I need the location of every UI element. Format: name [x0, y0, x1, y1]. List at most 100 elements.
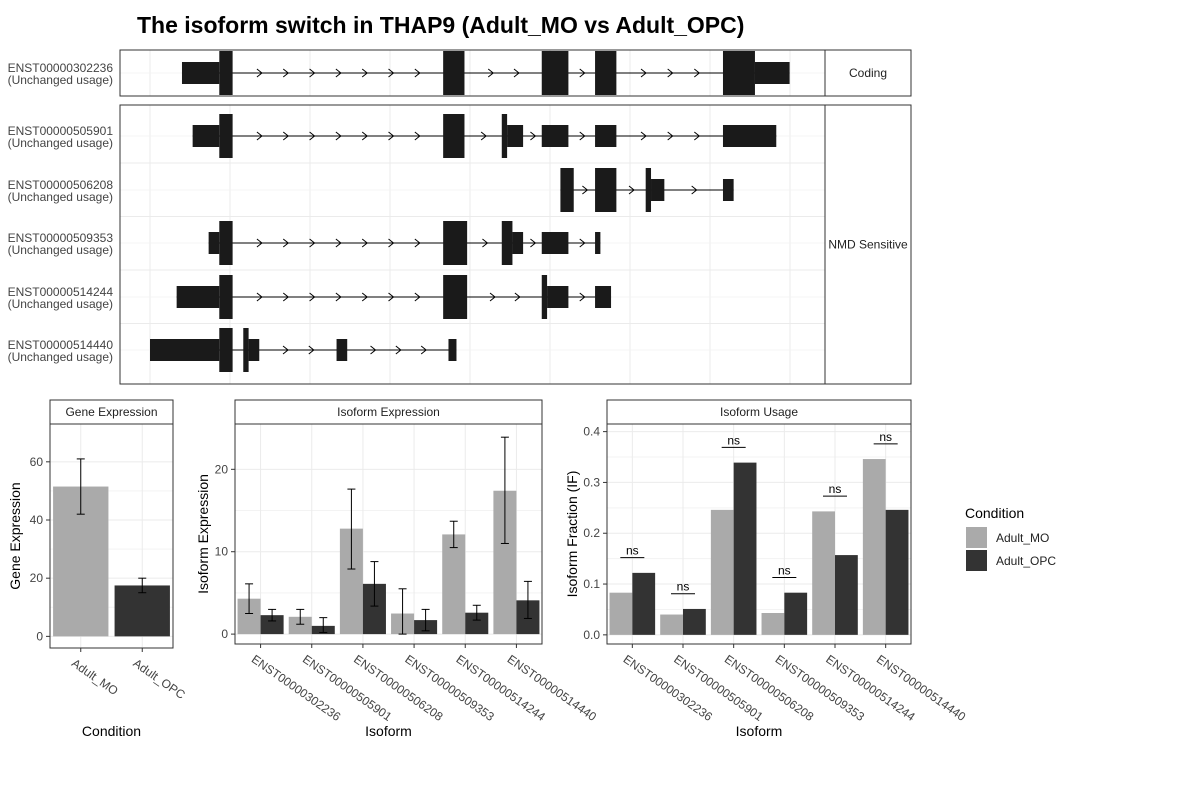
y-tick-label: 0.4 — [583, 425, 600, 439]
significance-label: ns — [778, 563, 791, 577]
coding-exon — [443, 114, 465, 158]
y-tick-label: 20 — [215, 462, 229, 476]
coding-exon — [595, 168, 617, 212]
y-tick-label: 0.3 — [583, 475, 600, 489]
direction-arrow — [388, 238, 395, 248]
direction-arrow — [256, 68, 263, 78]
utr-exon — [541, 125, 569, 147]
coding-exon — [243, 328, 249, 372]
chart-panel-border — [234, 423, 543, 645]
direction-arrow — [309, 68, 316, 78]
coding-exon — [443, 51, 465, 95]
bar — [710, 509, 734, 635]
x-tick-label: ENST00000514244 — [454, 652, 549, 724]
coding-exon — [595, 51, 617, 95]
x-tick-label: ENST00000509353 — [402, 652, 497, 724]
x-tick-label: ENST00000509353 — [773, 652, 868, 724]
direction-arrow — [388, 292, 395, 302]
chart-strip — [234, 399, 543, 425]
bar — [339, 528, 363, 635]
direction-arrow — [395, 345, 402, 355]
isoform-id-label: ENST00000509353 — [8, 231, 114, 245]
isoform-track-ENST00000514244 — [176, 275, 612, 319]
direction-arrow — [414, 238, 421, 248]
direction-arrow — [309, 238, 316, 248]
direction-arrow — [691, 185, 698, 195]
direction-arrow — [579, 238, 586, 248]
coding-exon — [560, 168, 574, 212]
bar — [288, 616, 312, 635]
x-tick-label: Adult_OPC — [131, 656, 188, 702]
direction-arrow — [489, 292, 496, 302]
x-tick-label: ENST00000302236 — [249, 652, 344, 724]
coding-exon — [541, 51, 569, 95]
legend-title: Condition — [965, 505, 1024, 521]
utr-exon — [181, 62, 220, 84]
coding-exon — [219, 275, 233, 319]
direction-arrow — [361, 68, 368, 78]
coding-exon — [219, 328, 233, 372]
direction-arrow — [694, 131, 701, 141]
y-tick-label: 10 — [215, 545, 229, 559]
chart-title: Gene Expression — [65, 405, 157, 419]
utr-exon — [512, 232, 524, 254]
direction-arrow — [667, 68, 674, 78]
direction-arrow — [308, 345, 315, 355]
direction-arrow — [256, 131, 263, 141]
y-tick-label: 0 — [36, 629, 43, 643]
direction-arrow — [282, 292, 290, 302]
x-tick-label: ENST00000514440 — [505, 652, 600, 724]
coding-exon — [219, 221, 233, 265]
coding-exon — [219, 51, 233, 95]
direction-arrow — [579, 131, 586, 141]
direction-arrow — [309, 292, 316, 302]
y-tick-label: 0.2 — [583, 526, 600, 540]
direction-arrow — [256, 292, 263, 302]
legend-swatch — [966, 527, 987, 548]
x-tick-label: ENST00000506208 — [351, 652, 446, 724]
direction-arrow — [335, 68, 342, 78]
isoform-track-ENST00000506208 — [560, 168, 734, 212]
direction-arrow — [361, 131, 368, 141]
bar — [632, 572, 656, 635]
direction-arrow — [640, 131, 647, 141]
coding-exon — [443, 275, 468, 319]
bar — [761, 613, 785, 635]
direction-arrow — [628, 185, 635, 195]
direction-arrow — [514, 292, 521, 302]
coding-exon — [645, 168, 652, 212]
isoform-status-label: (Unchanged usage) — [8, 350, 113, 364]
y-tick-label: 0.1 — [583, 577, 600, 591]
utr-exon — [192, 125, 220, 147]
x-tick-label: ENST00000505901 — [300, 652, 395, 724]
bar — [442, 534, 466, 635]
isoform-id-label: ENST00000506208 — [8, 178, 114, 192]
bar — [885, 509, 909, 635]
utr-exon — [595, 286, 612, 308]
bar — [733, 462, 757, 635]
x-tick-label: ENST00000506208 — [722, 652, 817, 724]
isoform-status-label: (Unchanged usage) — [8, 190, 113, 204]
legend-label: Adult_OPC — [996, 554, 1056, 568]
utr-exon — [595, 232, 601, 254]
direction-arrow — [361, 238, 368, 248]
utr-exon — [754, 62, 790, 84]
isoform-id-label: ENST00000514440 — [8, 338, 114, 352]
utr-exon — [336, 339, 348, 361]
chart-panel-border — [49, 423, 174, 649]
direction-arrow — [640, 68, 647, 78]
y-tick-label: 20 — [30, 571, 44, 585]
significance-label: ns — [677, 580, 690, 594]
utr-exon — [595, 125, 617, 147]
direction-arrow — [361, 292, 368, 302]
coding-exon — [219, 114, 233, 158]
direction-arrow — [582, 185, 589, 195]
y-tick-label: 60 — [30, 455, 44, 469]
bar — [862, 459, 886, 635]
significance-label: ns — [829, 482, 842, 496]
significance-label: ns — [626, 544, 639, 558]
y-axis-label: Isoform Fraction (IF) — [564, 471, 580, 598]
direction-arrow — [282, 131, 290, 141]
direction-arrow — [482, 238, 489, 248]
direction-arrow — [335, 238, 342, 248]
